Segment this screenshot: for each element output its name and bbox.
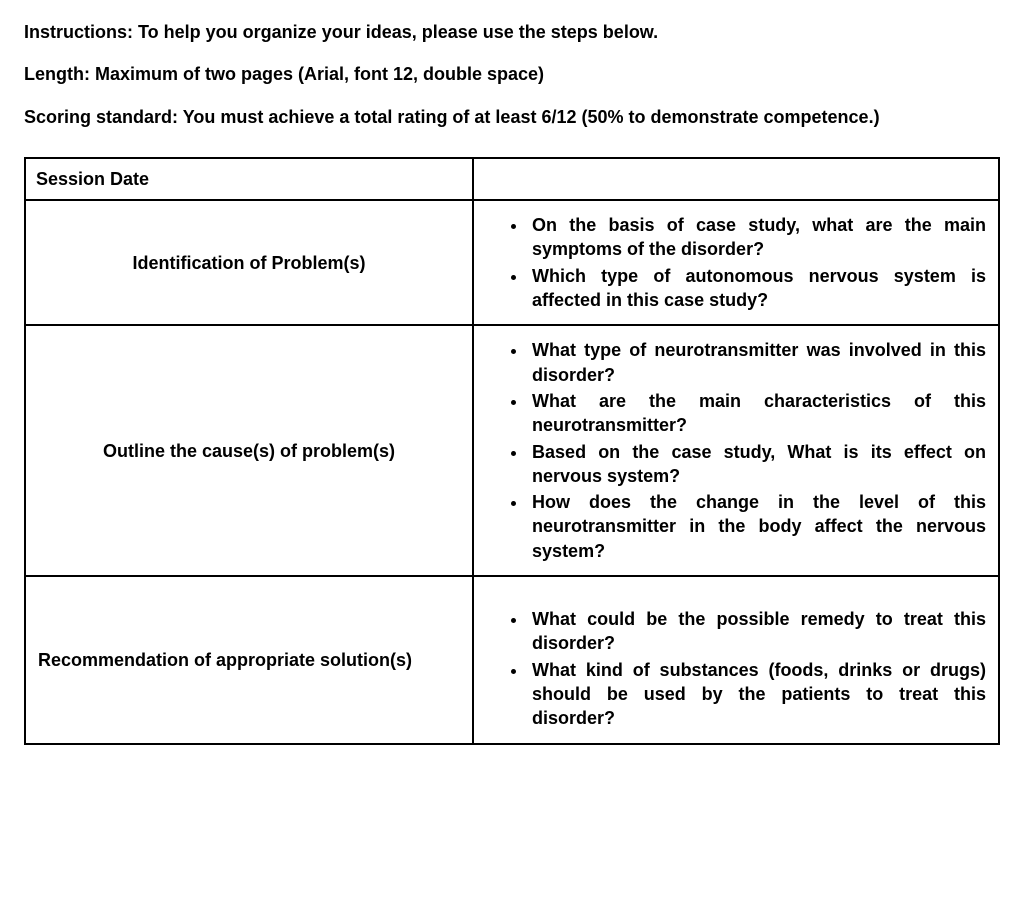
list-item: Which type of autonomous nervous system … [528,264,986,313]
cell-identification: Identification of Problem(s) [25,200,473,325]
instructions-text: To help you organize your ideas, please … [133,22,658,42]
list-item: What are the main characteristics of thi… [528,389,986,438]
length-text: Maximum of two pages (Arial, font 12, do… [90,64,544,84]
header-block: Instructions: To help you organize your … [24,20,1000,129]
scoring-text: You must achieve a total rating of at le… [178,107,880,127]
list-item: How does the change in the level of this… [528,490,986,563]
table-row: Recommendation of appropriate solution(s… [25,576,999,743]
cell-identification-bullets: On the basis of case study, what are the… [473,200,999,325]
cell-session-date-value [473,158,999,200]
list-item: What kind of substances (foods, drinks o… [528,658,986,731]
cell-outline: Outline the cause(s) of problem(s) [25,325,473,576]
table-row: Session Date [25,158,999,200]
scoring-line: Scoring standard: You must achieve a tot… [24,105,1000,129]
instructions-label: Instructions: [24,22,133,42]
rubric-table: Session Date Identification of Problem(s… [24,157,1000,745]
cell-session-date: Session Date [25,158,473,200]
list-item: What type of neurotransmitter was involv… [528,338,986,387]
list-item: On the basis of case study, what are the… [528,213,986,262]
table-row: Identification of Problem(s) On the basi… [25,200,999,325]
length-line: Length: Maximum of two pages (Arial, fon… [24,62,1000,86]
length-label: Length: [24,64,90,84]
cell-recommendation-bullets: What could be the possible remedy to tre… [473,576,999,743]
cell-recommendation: Recommendation of appropriate solution(s… [25,576,473,743]
scoring-label: Scoring standard: [24,107,178,127]
list-item: Based on the case study, What is its eff… [528,440,986,489]
cell-outline-bullets: What type of neurotransmitter was involv… [473,325,999,576]
table-row: Outline the cause(s) of problem(s) What … [25,325,999,576]
list-item: What could be the possible remedy to tre… [528,607,986,656]
instructions-line: Instructions: To help you organize your … [24,20,1000,44]
